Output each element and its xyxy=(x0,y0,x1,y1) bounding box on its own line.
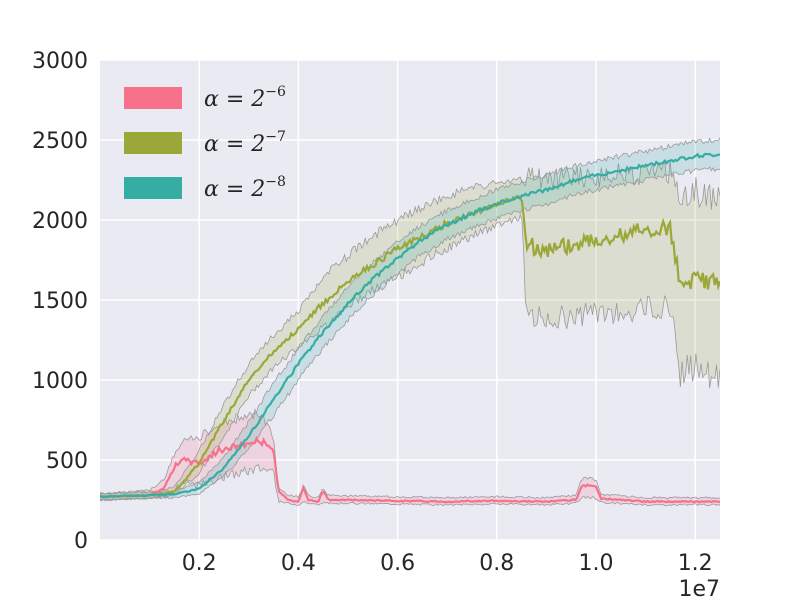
series-band-upper-edge xyxy=(100,160,720,495)
x-tick-label: 0.2 xyxy=(182,551,217,576)
legend-swatch xyxy=(124,87,182,109)
x-axis-ticks: 0.2 0.4 0.6 0.8 1.0 1.2 xyxy=(182,551,713,576)
series-band-upper-edge xyxy=(100,137,720,495)
x-tick-label: 1.2 xyxy=(678,551,713,576)
y-tick-label: 500 xyxy=(46,449,88,474)
series-line xyxy=(100,152,720,499)
x-tick-label: 1.0 xyxy=(579,551,614,576)
y-tick-label: 1000 xyxy=(32,369,88,394)
series-band-upper-edge xyxy=(100,408,720,500)
series-band xyxy=(100,409,720,506)
grid-lines xyxy=(100,59,720,541)
x-tick-label: 0.6 xyxy=(380,551,415,576)
series-line xyxy=(100,436,720,504)
y-axis-ticks: 0 500 1000 1500 2000 2500 3000 xyxy=(32,49,88,554)
series-band-lower-edge xyxy=(100,166,720,502)
y-tick-label: 3000 xyxy=(32,49,88,74)
legend-exponent: −8 xyxy=(265,174,286,190)
series-lines xyxy=(100,152,720,504)
legend-swatch xyxy=(124,177,182,199)
y-tick-label: 2500 xyxy=(32,129,88,154)
y-tick-label: 2000 xyxy=(32,209,88,234)
x-axis-multiplier: 1e7 xyxy=(678,577,720,600)
series-band-lower-edge xyxy=(100,213,720,501)
x-tick-label: 0.4 xyxy=(281,551,316,576)
y-tick-label: 1500 xyxy=(32,289,88,314)
y-tick-label: 0 xyxy=(74,529,88,554)
series-band xyxy=(100,137,720,501)
legend-exponent: −7 xyxy=(265,129,286,145)
series-band-lower-edge xyxy=(100,464,720,507)
legend-swatch xyxy=(124,132,182,154)
legend: α = 2−6α = 2−7α = 2−8 xyxy=(124,84,286,202)
legend-exponent: −6 xyxy=(265,84,286,100)
series-line xyxy=(100,194,720,499)
x-tick-label: 0.8 xyxy=(479,551,514,576)
